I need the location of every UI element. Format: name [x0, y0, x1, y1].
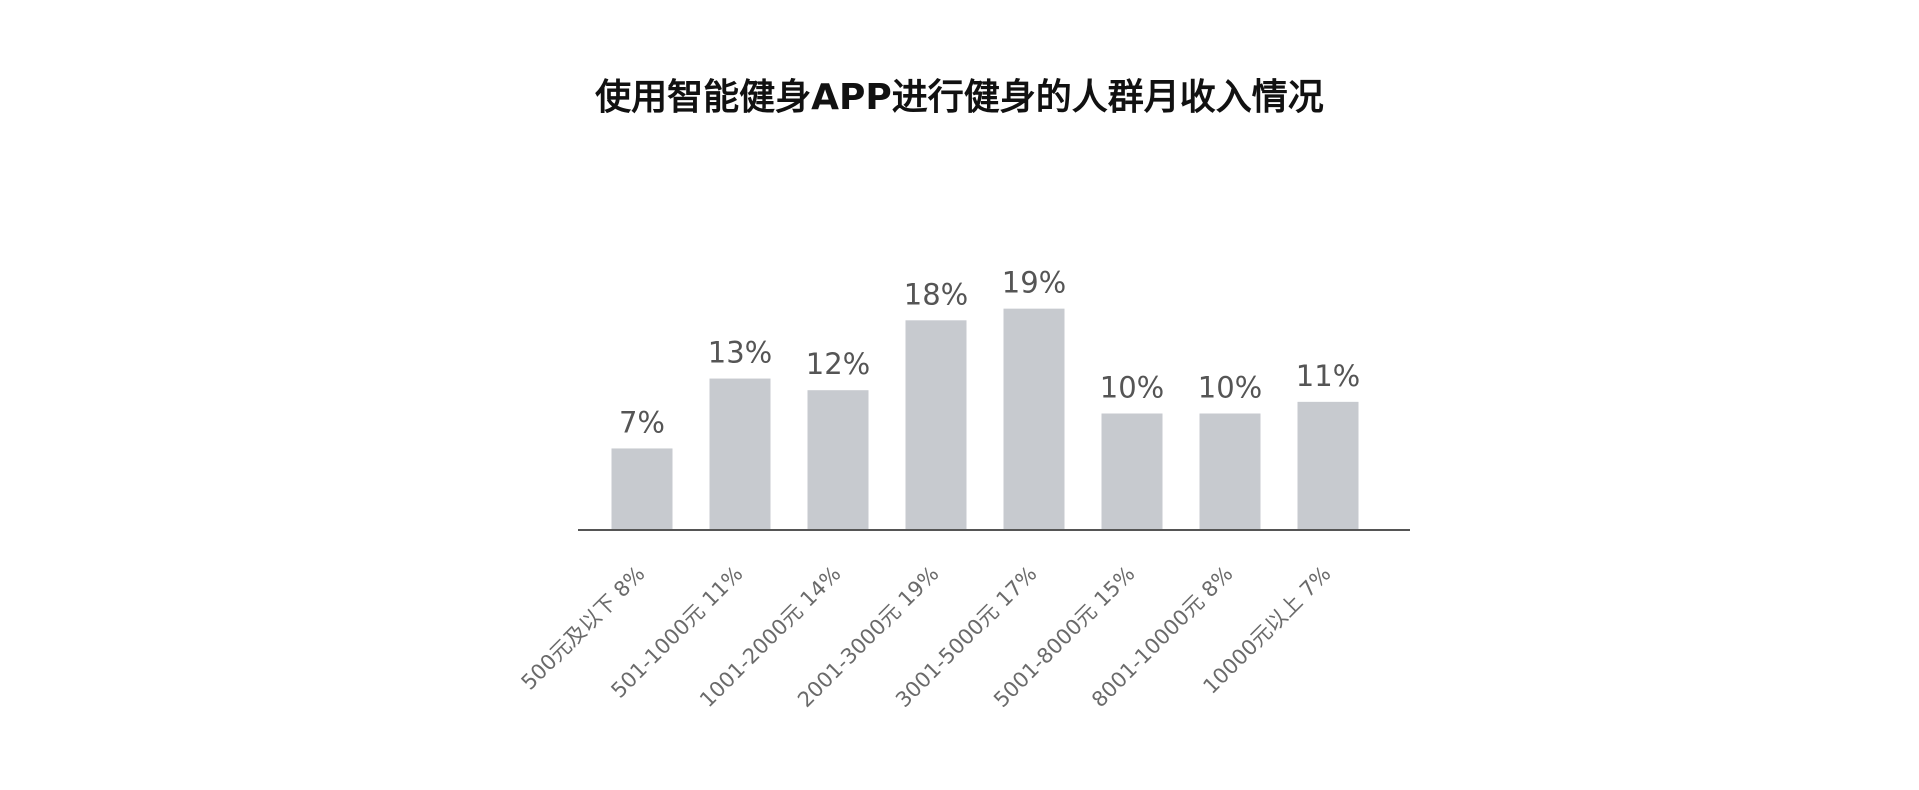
value-label-7: 11%: [1296, 359, 1360, 393]
value-label-2: 12%: [806, 347, 870, 381]
value-label-0: 7%: [619, 405, 665, 439]
value-label-3: 18%: [904, 277, 968, 311]
bar-4: [1003, 308, 1065, 530]
bar-5: [1101, 413, 1163, 530]
bars-layer: [611, 308, 1359, 530]
bar-6: [1199, 413, 1261, 530]
bar-1: [709, 378, 771, 530]
value-label-5: 10%: [1100, 371, 1164, 405]
value-label-1: 13%: [708, 336, 772, 370]
chart-title: 使用智能健身APP进行健身的人群月收入情况: [595, 77, 1324, 118]
bar-2: [807, 390, 869, 530]
bar-0: [611, 448, 673, 530]
value-label-6: 10%: [1198, 371, 1262, 405]
value-labels-layer: 7% 13% 12% 18% 19% 10% 10% 11%: [619, 266, 1360, 440]
bar-7: [1297, 401, 1359, 530]
value-label-4: 19%: [1002, 266, 1066, 300]
bar-3: [905, 320, 967, 530]
category-labels-layer: 500元及以下 8%501-1000元 11%1001-2000元 14%200…: [517, 562, 1336, 712]
